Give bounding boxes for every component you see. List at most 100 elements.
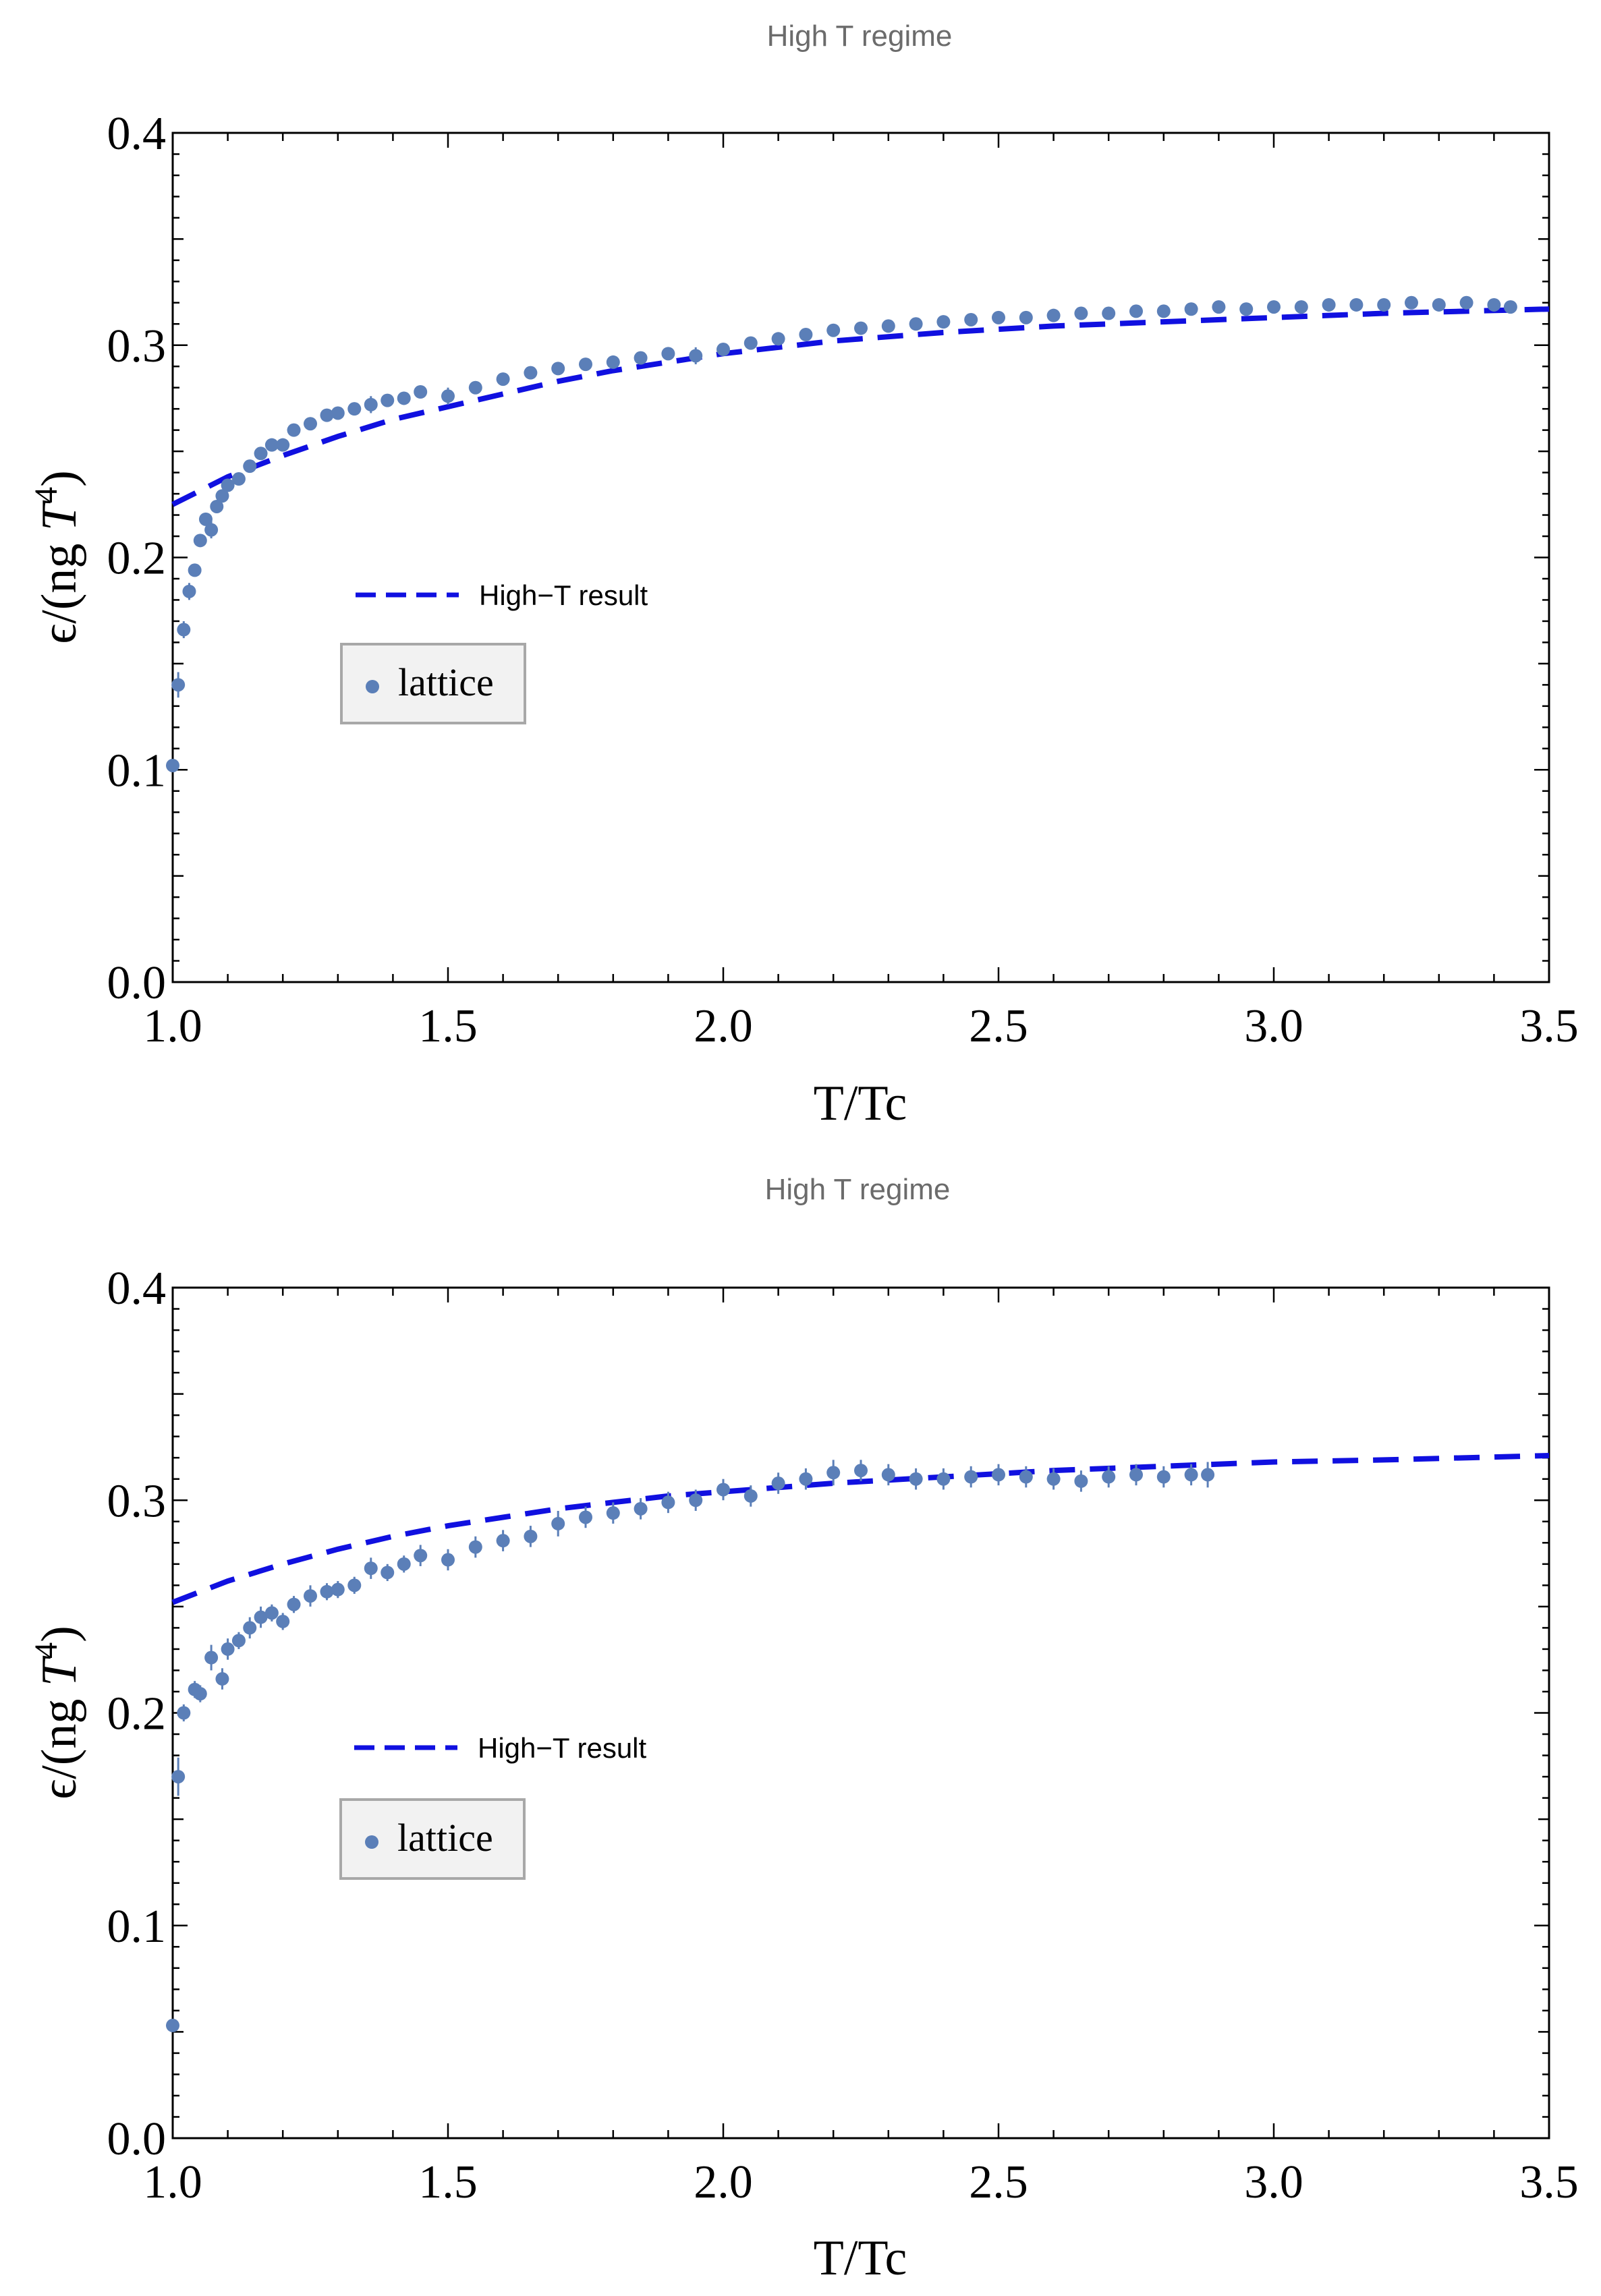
lattice-point	[215, 489, 229, 503]
y-axis-label-suffix: )	[32, 1626, 87, 1642]
lattice-point	[1102, 306, 1116, 320]
lattice-point	[992, 1468, 1005, 1482]
lattice-points	[166, 1460, 1215, 2032]
lattice-point	[304, 417, 317, 431]
y-tick-labels: 0.0 0.1 0.2 0.3 0.4	[107, 108, 167, 1009]
lattice-point	[881, 319, 895, 333]
lattice-point	[264, 438, 279, 452]
y-axis-label: ϵ/(ng T4)	[28, 470, 87, 643]
lattice-point	[689, 1493, 703, 1508]
x-axis-label: T/Tc	[814, 2231, 907, 2286]
x-tick-label: 1.5	[418, 1000, 478, 1052]
y-tick-label: 0.3	[107, 320, 167, 372]
lattice-point	[441, 1553, 455, 1567]
lattice-point	[1156, 304, 1171, 318]
lattice-point	[221, 478, 235, 492]
x-tick-label: 3.0	[1244, 1000, 1303, 1052]
lattice-point	[551, 362, 565, 376]
x-axis-label: T/Tc	[814, 1076, 907, 1131]
lattice-point	[1459, 295, 1473, 310]
lattice-point	[193, 534, 207, 548]
lattice-point	[1019, 1470, 1033, 1484]
lattice-point	[182, 584, 196, 598]
lattice-point	[254, 447, 268, 461]
chart-panel-bottom: High T regime 1.0 1.5 2.0 2.5 3.0 3.5 0.…	[28, 1173, 1579, 2286]
lattice-point	[1405, 295, 1418, 310]
lattice-point	[1349, 297, 1364, 312]
lattice-point	[364, 1561, 378, 1576]
y-axis-label-suffix: )	[32, 470, 87, 487]
lattice-point	[264, 1606, 279, 1620]
lattice-point	[854, 321, 868, 335]
lattice-point	[854, 1464, 868, 1478]
lattice-point	[304, 1589, 317, 1603]
lattice-point	[717, 1483, 730, 1497]
lattice-point	[171, 678, 186, 692]
lattice-point	[743, 1489, 758, 1503]
lattice-point	[177, 623, 191, 637]
y-tick-label: 0.0	[107, 957, 167, 1009]
y-axis-label: ϵ/(ng T4)	[28, 1626, 87, 1799]
lattice-point	[441, 389, 455, 403]
x-tick-label: 1.5	[418, 2156, 478, 2208]
high-t-result-line	[171, 1453, 1550, 1605]
lattice-point	[468, 380, 482, 395]
lattice-point	[524, 366, 538, 380]
x-tick-label: 2.5	[969, 2156, 1028, 2208]
lattice-point	[1102, 1470, 1116, 1484]
y-tick-label: 0.2	[107, 533, 167, 585]
legend: High−T result lattice	[340, 579, 648, 724]
lattice-point	[1503, 300, 1517, 314]
plot-frame	[171, 132, 1550, 983]
x-tick-labels: 1.0 1.5 2.0 2.5 3.0 3.5	[143, 1000, 1579, 1052]
lattice-point	[231, 1634, 246, 1648]
y-axis-label-prefix: ϵ/(ng	[32, 531, 87, 644]
lattice-point	[551, 1516, 565, 1530]
y-tick-label: 0.4	[107, 1263, 167, 1315]
lattice-point	[717, 343, 730, 357]
x-tick-label: 2.0	[694, 2156, 753, 2208]
lattice-point	[964, 1470, 978, 1484]
chart-title: High T regime	[765, 1173, 951, 1206]
lattice-point	[964, 312, 978, 326]
y-axis-label-var: T	[32, 1655, 87, 1686]
lattice-point	[799, 328, 813, 342]
legend-line-label: High−T result	[479, 579, 648, 611]
lattice-point	[347, 402, 362, 416]
y-tick-label: 0.2	[107, 1688, 167, 1740]
y-tick-label: 0.4	[107, 108, 167, 160]
lattice-point	[1212, 300, 1226, 314]
legend-point-swatch	[365, 1835, 378, 1849]
lattice-point	[936, 1472, 951, 1486]
lattice-point	[524, 1529, 538, 1543]
lattice-point	[1377, 297, 1391, 312]
lattice-point	[210, 499, 224, 513]
y-tick-label: 0.0	[107, 2113, 167, 2165]
lattice-point	[826, 1466, 841, 1480]
x-tick-label: 2.0	[694, 1000, 753, 1052]
y-axis-label-sup: 4	[28, 487, 64, 503]
lattice-point	[1239, 302, 1254, 316]
lattice-point	[276, 1614, 290, 1628]
lattice-point	[799, 1472, 813, 1486]
lattice-point	[1184, 1468, 1198, 1482]
lattice-point	[287, 423, 301, 437]
lattice-point	[496, 372, 510, 386]
axis-ticks	[171, 132, 1550, 983]
lattice-point	[661, 347, 675, 361]
lattice-point	[331, 406, 345, 420]
lattice-point	[215, 1672, 229, 1686]
lattice-point	[1046, 308, 1061, 322]
lattice-point	[166, 2018, 179, 2032]
lattice-point	[992, 310, 1005, 324]
x-tick-label: 2.5	[969, 1000, 1028, 1052]
lattice-point	[496, 1534, 510, 1548]
lattice-point	[909, 1472, 923, 1486]
lattice-point	[1201, 1468, 1215, 1482]
lattice-point	[204, 1651, 219, 1665]
x-tick-label: 1.0	[143, 1000, 202, 1052]
lattice-point	[276, 438, 290, 452]
lattice-point	[320, 1584, 334, 1599]
axis-ticks	[171, 1286, 1550, 2140]
lattice-point	[909, 317, 923, 331]
